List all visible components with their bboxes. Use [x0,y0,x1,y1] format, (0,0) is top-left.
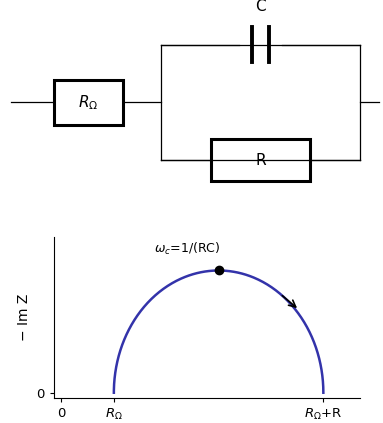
Text: $R_\Omega$: $R_\Omega$ [78,93,98,112]
FancyBboxPatch shape [211,139,310,181]
Text: $\omega_c$=1/(RC): $\omega_c$=1/(RC) [154,241,220,257]
Text: R: R [255,153,266,168]
Y-axis label: − Im Z: − Im Z [17,294,31,341]
FancyBboxPatch shape [54,80,123,125]
Text: C: C [255,0,266,14]
